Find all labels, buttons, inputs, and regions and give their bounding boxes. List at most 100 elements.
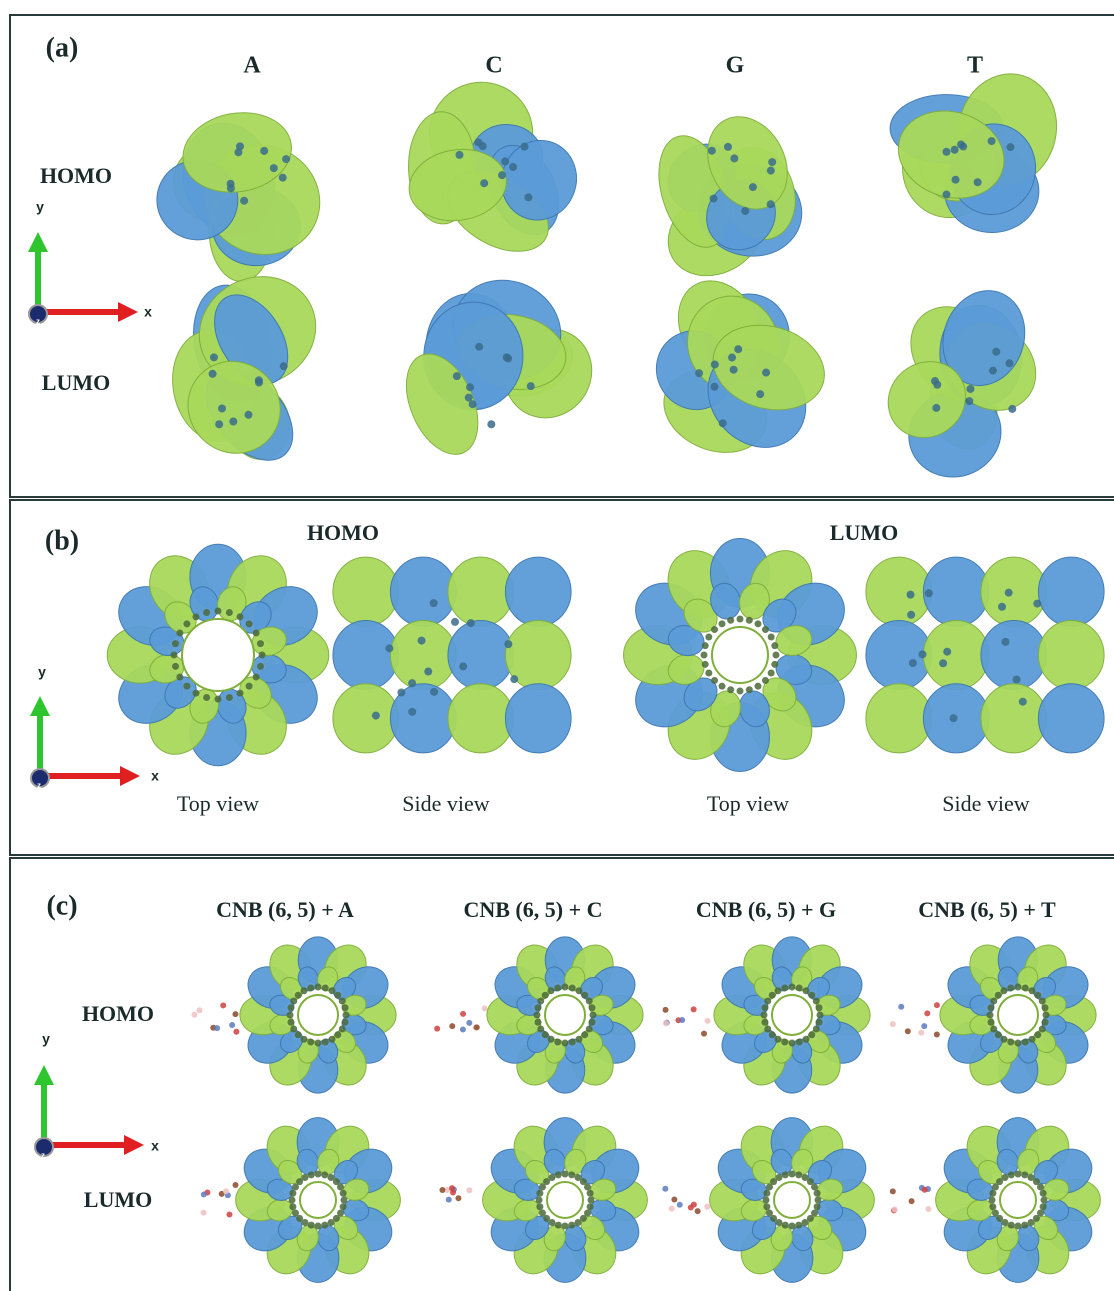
atom (781, 984, 788, 991)
atom (815, 1197, 822, 1204)
atom (176, 630, 183, 637)
atom (768, 158, 776, 166)
axis-arrowhead (118, 302, 138, 322)
atom (259, 652, 266, 659)
atom (290, 998, 297, 1005)
atom (677, 1202, 683, 1208)
atom (934, 1002, 940, 1008)
atom (255, 379, 263, 387)
group-title: HOMO (307, 520, 379, 545)
atom (466, 1020, 472, 1026)
atom (762, 369, 770, 377)
atom (688, 1205, 694, 1211)
axis-arrowhead (124, 1135, 144, 1155)
atom (246, 683, 253, 690)
atom (704, 1018, 710, 1024)
atom (808, 992, 815, 999)
atom (475, 343, 483, 351)
column-header: C (485, 53, 502, 79)
atom (663, 1007, 669, 1013)
atom (226, 694, 233, 701)
atom (761, 1004, 768, 1011)
atom (704, 1204, 710, 1210)
atom (342, 1019, 349, 1026)
atom (280, 362, 288, 370)
row-label: HOMO (82, 1001, 154, 1026)
axis-label: z (36, 317, 40, 326)
atom (942, 191, 950, 199)
panel-label: (c) (46, 890, 77, 921)
atom (562, 1040, 569, 1047)
column-header: G (726, 53, 745, 79)
atom (554, 984, 561, 991)
atom (987, 1012, 994, 1019)
atom (892, 1206, 898, 1212)
atom (214, 1025, 220, 1031)
atom (736, 616, 743, 623)
atom (487, 420, 495, 428)
atom (814, 1190, 821, 1197)
atom (183, 620, 190, 627)
atom (229, 418, 237, 426)
atom (430, 688, 438, 696)
atom (172, 640, 179, 647)
atom (568, 1171, 575, 1178)
atom (246, 620, 253, 627)
atom (1034, 992, 1041, 999)
column-header: CNB (6, 5) + G (696, 897, 836, 922)
atom (292, 1210, 299, 1217)
atom (782, 1171, 789, 1178)
axis-label: x (151, 768, 159, 784)
atom (1008, 1171, 1015, 1178)
atom (1033, 600, 1041, 608)
atom (542, 1031, 549, 1038)
atom (1008, 405, 1016, 413)
atom (932, 404, 940, 412)
atom (334, 1031, 341, 1038)
atom (702, 661, 709, 668)
column-header: A (243, 53, 261, 79)
atom (307, 984, 314, 991)
atom (907, 591, 915, 599)
atom (586, 1025, 593, 1032)
ring-hole (545, 995, 585, 1035)
atom (756, 390, 764, 398)
atom (789, 1040, 796, 1047)
atom (569, 984, 576, 991)
atom (768, 669, 775, 676)
atom (921, 1023, 927, 1029)
atom (761, 1019, 768, 1026)
atom (796, 984, 803, 991)
atom (669, 1206, 675, 1212)
atom (1029, 1036, 1036, 1043)
orbital-lobe (390, 620, 456, 689)
atom (771, 642, 778, 649)
atom (802, 987, 809, 994)
column-header: CNB (6, 5) + A (216, 897, 354, 922)
atom (711, 677, 718, 684)
atom (527, 382, 535, 390)
atom (1037, 1183, 1044, 1190)
atom (730, 366, 738, 374)
orbital-lobe (448, 684, 514, 753)
atom (229, 1022, 235, 1028)
atom (539, 1210, 546, 1217)
atom (754, 620, 761, 627)
atom (510, 675, 518, 683)
atom (287, 1019, 294, 1026)
atom (1000, 987, 1007, 994)
ring-hole (774, 1182, 810, 1218)
atom (520, 143, 528, 151)
atom (763, 1190, 770, 1197)
column-header: CNB (6, 5) + T (918, 897, 1056, 922)
atom (775, 1036, 782, 1043)
atom (340, 1190, 347, 1197)
atom (245, 411, 253, 419)
atom (536, 1197, 543, 1204)
atom (746, 617, 753, 624)
atom (909, 1198, 915, 1204)
atom (257, 663, 264, 670)
orbital-lobe (505, 684, 571, 753)
ring-hole (998, 995, 1038, 1035)
atom (663, 1020, 669, 1026)
